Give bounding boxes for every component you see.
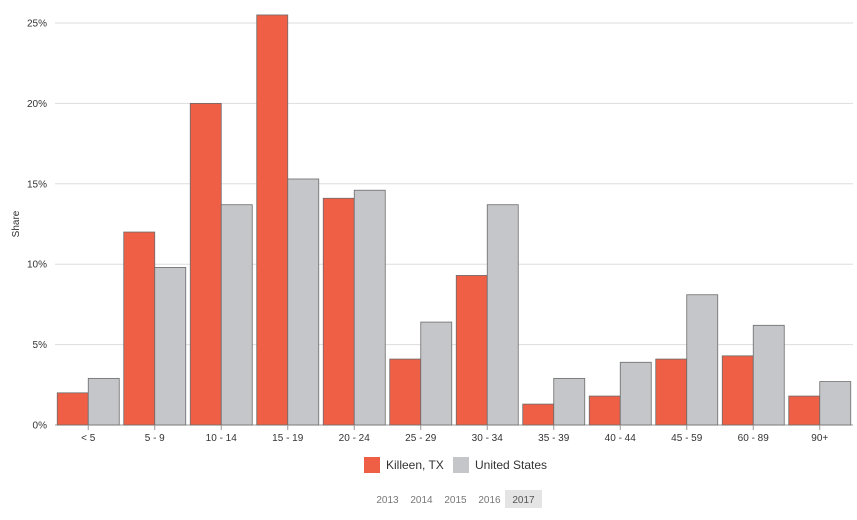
year-selector[interactable]: 2013 2014 2015 2016 2017 xyxy=(376,490,542,508)
y-tick-label: 25% xyxy=(27,19,47,30)
us-bar[interactable] xyxy=(353,189,386,426)
us-bar[interactable] xyxy=(154,267,187,426)
y-axis-title: Share xyxy=(11,210,22,237)
year-option-2017[interactable]: 2017 xyxy=(505,490,542,508)
x-tick-label: 35 - 39 xyxy=(538,433,570,444)
year-label: 2014 xyxy=(410,495,433,506)
legend-item-us[interactable]: United States xyxy=(453,457,547,473)
x-tick-label: 5 - 9 xyxy=(145,433,165,444)
x-tick-label: 45 - 59 xyxy=(671,433,703,444)
x-tick-label: 10 - 14 xyxy=(206,433,238,444)
x-tick-label: 60 - 89 xyxy=(738,433,770,444)
us-bar[interactable] xyxy=(819,381,852,426)
year-label: 2016 xyxy=(478,495,501,506)
killeen-bar[interactable] xyxy=(588,395,621,426)
y-tick-label: 5% xyxy=(33,340,48,351)
x-axis-ticks: < 5 5 - 9 10 - 14 15 - 19 20 - 24 25 - 29 30 -… xyxy=(81,425,828,444)
year-option-2013[interactable]: 2013 xyxy=(376,495,399,506)
us-bar[interactable] xyxy=(486,204,519,426)
us-bar[interactable] xyxy=(619,361,652,426)
legend-item-killeen[interactable]: Killeen, TX xyxy=(364,457,444,473)
killeen-bar[interactable] xyxy=(56,392,89,426)
us-bar[interactable] xyxy=(220,204,253,426)
legend-swatch xyxy=(364,457,380,473)
y-tick-label: 0% xyxy=(33,421,48,432)
killeen-bar[interactable] xyxy=(522,403,555,426)
legend-label: United States xyxy=(475,458,547,472)
killeen-bar[interactable] xyxy=(788,395,821,426)
year-label: 2013 xyxy=(376,495,399,506)
year-option-2015[interactable]: 2015 xyxy=(444,495,467,506)
x-tick-label: 40 - 44 xyxy=(605,433,637,444)
us-bar[interactable] xyxy=(553,377,586,426)
killeen-bar[interactable] xyxy=(256,14,289,426)
legend-swatch xyxy=(453,457,469,473)
x-tick-label: 90+ xyxy=(811,433,828,444)
killeen-bar[interactable] xyxy=(123,231,156,426)
x-tick-label: 25 - 29 xyxy=(405,433,437,444)
killeen-bar[interactable] xyxy=(655,358,688,426)
x-tick-label: < 5 xyxy=(81,433,96,444)
legend[interactable]: Killeen, TX United States xyxy=(364,457,547,473)
y-tick-label: 20% xyxy=(27,99,47,110)
y-tick-label: 10% xyxy=(27,260,47,271)
killeen-bar[interactable] xyxy=(322,197,355,426)
year-label: 2015 xyxy=(444,495,467,506)
killeen-bar[interactable] xyxy=(389,358,422,426)
year-option-2016[interactable]: 2016 xyxy=(478,495,501,506)
year-option-2014[interactable]: 2014 xyxy=(410,495,433,506)
us-bar[interactable] xyxy=(420,321,453,426)
y-tick-label: 15% xyxy=(27,179,47,190)
killeen-bar[interactable] xyxy=(455,275,488,426)
legend-label: Killeen, TX xyxy=(386,458,444,472)
x-tick-label: 20 - 24 xyxy=(339,433,371,444)
killeen-bar[interactable] xyxy=(189,103,222,426)
us-bar[interactable] xyxy=(87,377,120,426)
killeen-bar[interactable] xyxy=(721,355,754,426)
x-tick-label: 15 - 19 xyxy=(272,433,304,444)
y-axis-ticks: 0% 5% 10% 15% 20% 25% xyxy=(27,19,47,432)
us-bar[interactable] xyxy=(287,178,320,426)
selected-year-highlight xyxy=(505,490,542,508)
bars xyxy=(56,14,852,426)
grid-lines xyxy=(55,22,853,426)
year-label: 2017 xyxy=(512,495,535,506)
us-bar[interactable] xyxy=(752,324,785,426)
us-bar[interactable] xyxy=(686,294,719,426)
x-tick-label: 30 - 34 xyxy=(472,433,504,444)
